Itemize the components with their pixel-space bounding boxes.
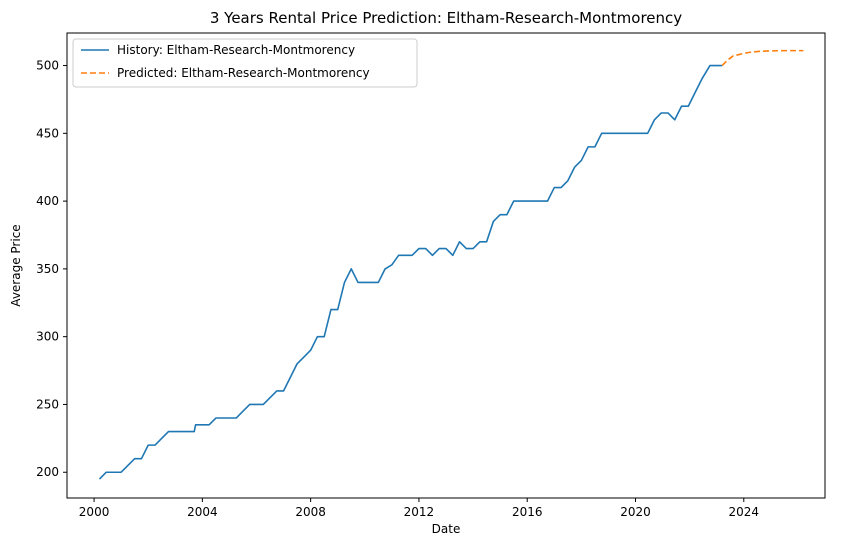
x-tick-label: 2020 [620,505,651,519]
x-tick-label: 2008 [295,505,326,519]
y-axis-label: Average Price [9,224,23,306]
plot-frame [66,32,826,499]
x-tick-label: 2000 [79,505,110,519]
legend-label-history: History: Eltham-Research-Montmorency [117,43,355,57]
y-axis-ticks: 200 250 300 350 400 450 500 [36,59,67,479]
y-tick-label: 400 [36,194,59,208]
legend-label-predicted: Predicted: Eltham-Research-Montmorency [117,66,370,80]
x-axis-ticks: 2000 2004 2008 2012 2016 2020 2024 [79,498,759,519]
history-series-line [98,64,723,480]
x-axis-label: Date [432,522,461,536]
legend-box [72,38,418,88]
y-tick-label: 450 [36,126,59,140]
x-tick-label: 2016 [512,505,543,519]
x-tick-label: 2024 [729,505,760,519]
chart-title: 3 Years Rental Price Prediction: Eltham-… [210,9,682,27]
legend: History: Eltham-Research-Montmorency Pre… [72,38,418,88]
y-tick-label: 250 [36,397,59,411]
y-tick-label: 500 [36,59,59,73]
predicted-series-line [721,49,804,67]
y-tick-label: 200 [36,465,59,479]
y-tick-label: 350 [36,262,59,276]
y-tick-label: 300 [36,330,59,344]
x-tick-label: 2004 [187,505,218,519]
series-layer [98,49,804,480]
x-tick-label: 2012 [404,505,435,519]
